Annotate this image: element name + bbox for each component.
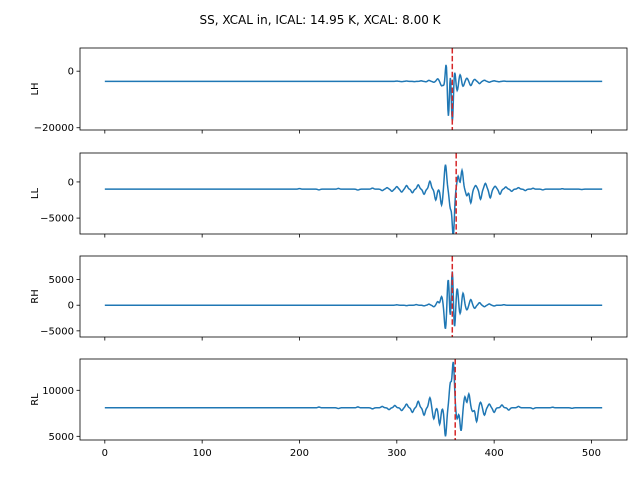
y-tick-label: 5000 (49, 275, 74, 286)
subplots: −20000 0 LH −5000 0 LL −5000 0 5000 RH 0 100 200 300 4… (30, 47, 628, 459)
x-tick-label: 400 (485, 448, 504, 459)
series-line (104, 361, 603, 437)
x-tick-label: 0 (102, 448, 108, 459)
series-line (104, 164, 603, 234)
axes-frame (79, 47, 628, 131)
y-tick-label: −5000 (40, 326, 74, 337)
y-axis-label: LL (30, 188, 41, 200)
series-line (104, 271, 603, 329)
x-tick-label: 500 (582, 448, 601, 459)
y-tick-label: −20000 (34, 123, 74, 134)
y-axis-label: RH (30, 289, 41, 303)
y-tick-label: 10000 (42, 386, 74, 397)
y-tick-label: 0 (68, 177, 74, 188)
subplot-lh: −20000 0 LH (30, 47, 628, 134)
axes-frame (79, 255, 628, 338)
x-tick-label: 300 (387, 448, 406, 459)
subplot-ll: −5000 0 LL (30, 152, 628, 238)
subplot-rh: −5000 0 5000 RH (30, 255, 628, 341)
axes-frame (79, 152, 628, 235)
figure-title: SS, XCAL in, ICAL: 14.95 K, XCAL: 8.00 K (199, 13, 441, 27)
y-tick-label: 5000 (49, 432, 74, 443)
y-tick-label: −5000 (40, 214, 74, 225)
y-axis-label: RL (30, 393, 41, 406)
y-axis-label: LH (30, 82, 41, 95)
x-tick-label: 200 (290, 448, 309, 459)
y-tick-label: 0 (68, 301, 74, 312)
series-line (104, 64, 603, 122)
y-tick-label: 0 (68, 67, 74, 78)
axes-frame (79, 358, 628, 441)
x-tick-label: 100 (193, 448, 212, 459)
